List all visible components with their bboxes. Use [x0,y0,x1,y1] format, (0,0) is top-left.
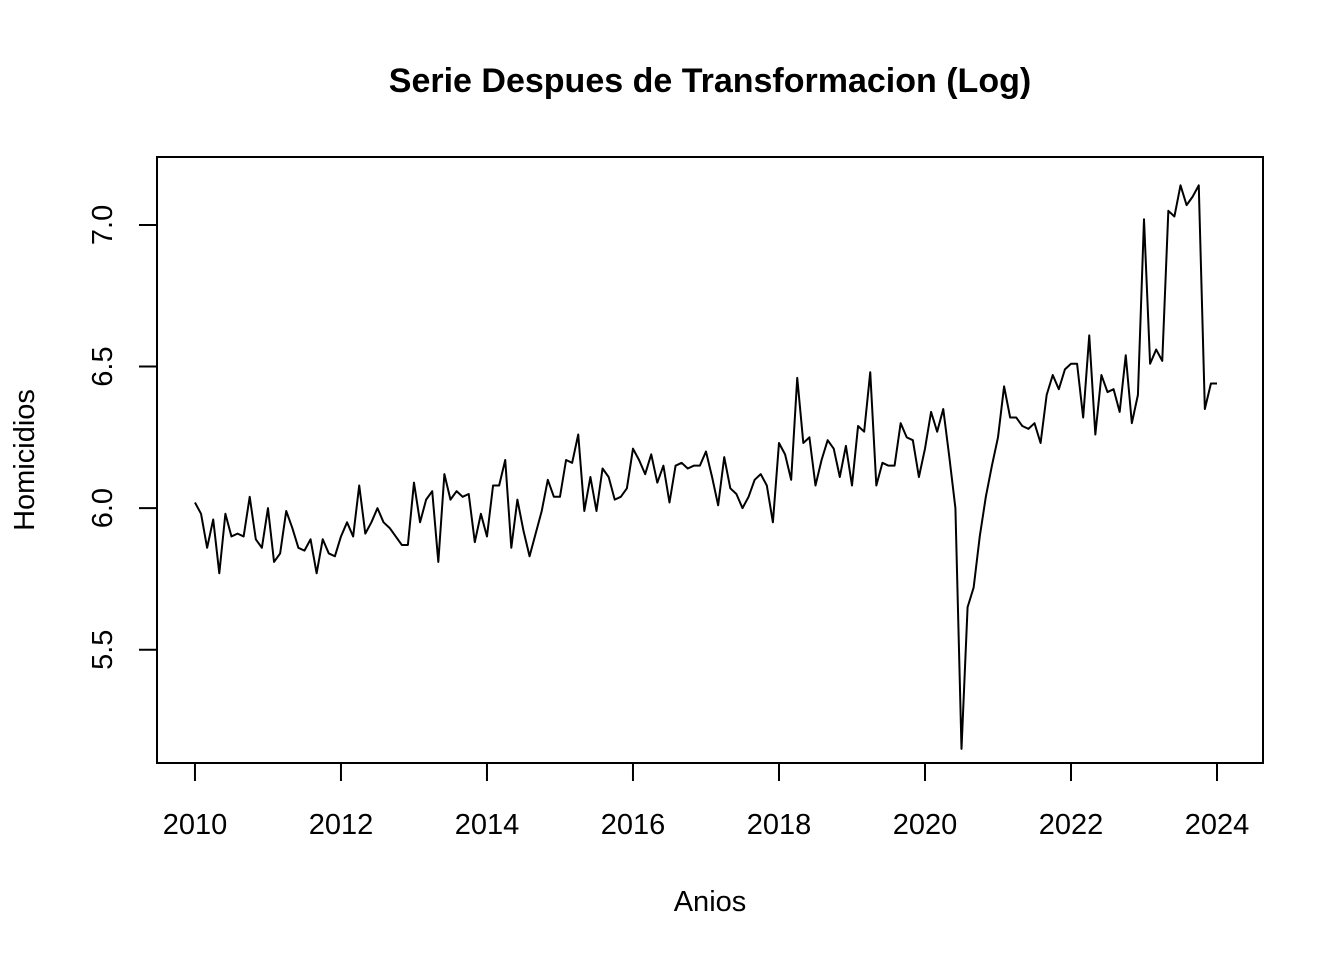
x-tick-label: 2014 [455,809,520,841]
x-tick-label: 2020 [893,809,958,841]
plot-frame [156,156,1264,764]
y-tick-label: 6.5 [87,346,119,386]
x-tick-label: 2024 [1185,809,1250,841]
x-tick-label: 2022 [1039,809,1104,841]
x-axis: 2010 2012 2014 2016 2018 2020 2022 2024 [163,762,1250,841]
y-tick-label: 6.0 [87,488,119,528]
x-tick-label: 2010 [163,809,228,841]
y-tick-label: 5.5 [87,630,119,670]
x-tick-label: 2012 [309,809,374,841]
series-group [194,184,1218,750]
x-axis-label: Anios [674,886,747,918]
x-tick-label: 2018 [747,809,812,841]
y-axis-label: Homicidios [9,389,41,531]
chart-title: Serie Despues de Transformacion (Log) [389,62,1031,100]
y-tick-label: 7.0 [87,205,119,245]
y-axis: 5.5 6.0 6.5 7.0 [87,205,158,670]
x-tick-label: 2016 [601,809,666,841]
series-line [194,184,1218,750]
